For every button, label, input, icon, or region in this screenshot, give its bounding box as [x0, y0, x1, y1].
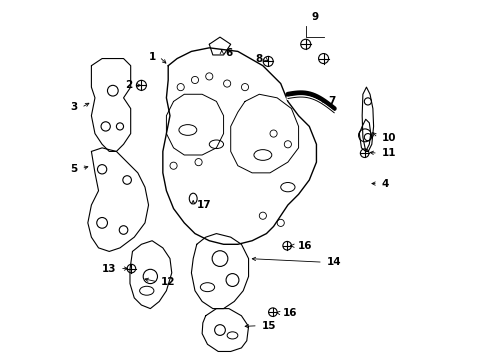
Text: 1: 1	[148, 52, 156, 62]
Text: 16: 16	[283, 308, 297, 318]
Text: 8: 8	[255, 54, 262, 64]
Text: 10: 10	[381, 133, 396, 143]
Text: 3: 3	[71, 103, 78, 112]
Text: 6: 6	[225, 48, 233, 58]
Text: 4: 4	[381, 179, 389, 189]
Text: 14: 14	[326, 257, 341, 267]
Text: 11: 11	[381, 148, 396, 158]
Text: 5: 5	[71, 163, 78, 174]
Text: 15: 15	[262, 321, 276, 331]
Text: 9: 9	[311, 12, 318, 22]
Text: 16: 16	[298, 241, 312, 251]
Text: 13: 13	[102, 264, 117, 274]
Text: 12: 12	[161, 277, 175, 287]
Text: 2: 2	[125, 80, 132, 90]
Text: 7: 7	[328, 96, 335, 107]
Text: 17: 17	[197, 200, 211, 210]
